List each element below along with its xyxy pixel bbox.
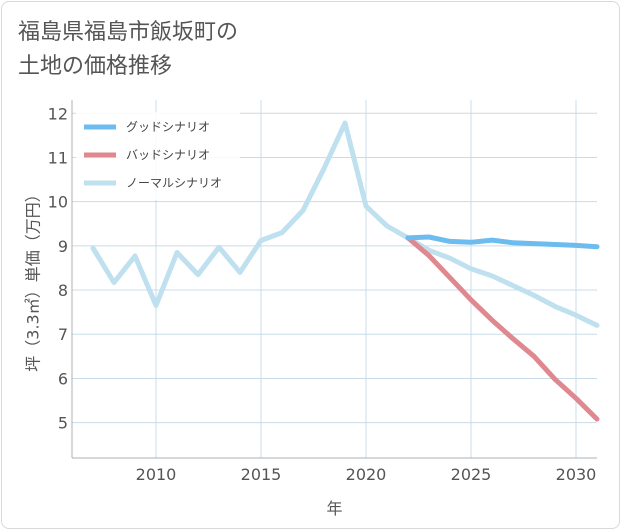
series-lines <box>90 120 600 422</box>
x-tick-label: 2020 <box>346 465 387 484</box>
legend-label: ノーマルシナリオ <box>126 176 222 190</box>
y-tick-label: 11 <box>48 148 68 167</box>
plot-frame <box>71 100 597 459</box>
y-tick-label: 5 <box>58 414 68 433</box>
x-axis-label: 年 <box>326 499 342 518</box>
legend-label: グッドシナリオ <box>126 120 210 134</box>
series-line-2 <box>405 235 600 422</box>
x-tick-label: 2025 <box>451 465 492 484</box>
x-tick-label: 2010 <box>136 465 177 484</box>
y-tick-label: 7 <box>58 325 68 344</box>
chart-title-line1: 福島県福島市飯坂町の <box>18 20 239 45</box>
y-tick-label: 8 <box>58 281 68 300</box>
y-axis-label: 坪（3.3㎡）単価（万円） <box>24 186 43 371</box>
y-axis-ticks: 5 6 7 8 9 10 11 12 <box>48 104 68 432</box>
chart-title: 福島県福島市飯坂町の 土地の価格推移 <box>18 16 238 84</box>
chart-title-line2: 土地の価格推移 <box>18 54 173 79</box>
y-tick-label: 9 <box>58 237 68 256</box>
series-line-1 <box>405 234 600 250</box>
legend-label: バッドシナリオ <box>126 148 210 162</box>
x-axis-ticks: 2010 2015 2020 2025 2030 <box>136 465 597 484</box>
y-tick-label: 12 <box>48 104 68 123</box>
x-tick-label: 2030 <box>556 465 597 484</box>
series-line-3 <box>90 120 600 328</box>
y-tick-label: 10 <box>48 193 68 212</box>
x-tick-label: 2015 <box>241 465 282 484</box>
y-tick-label: 6 <box>58 369 68 388</box>
